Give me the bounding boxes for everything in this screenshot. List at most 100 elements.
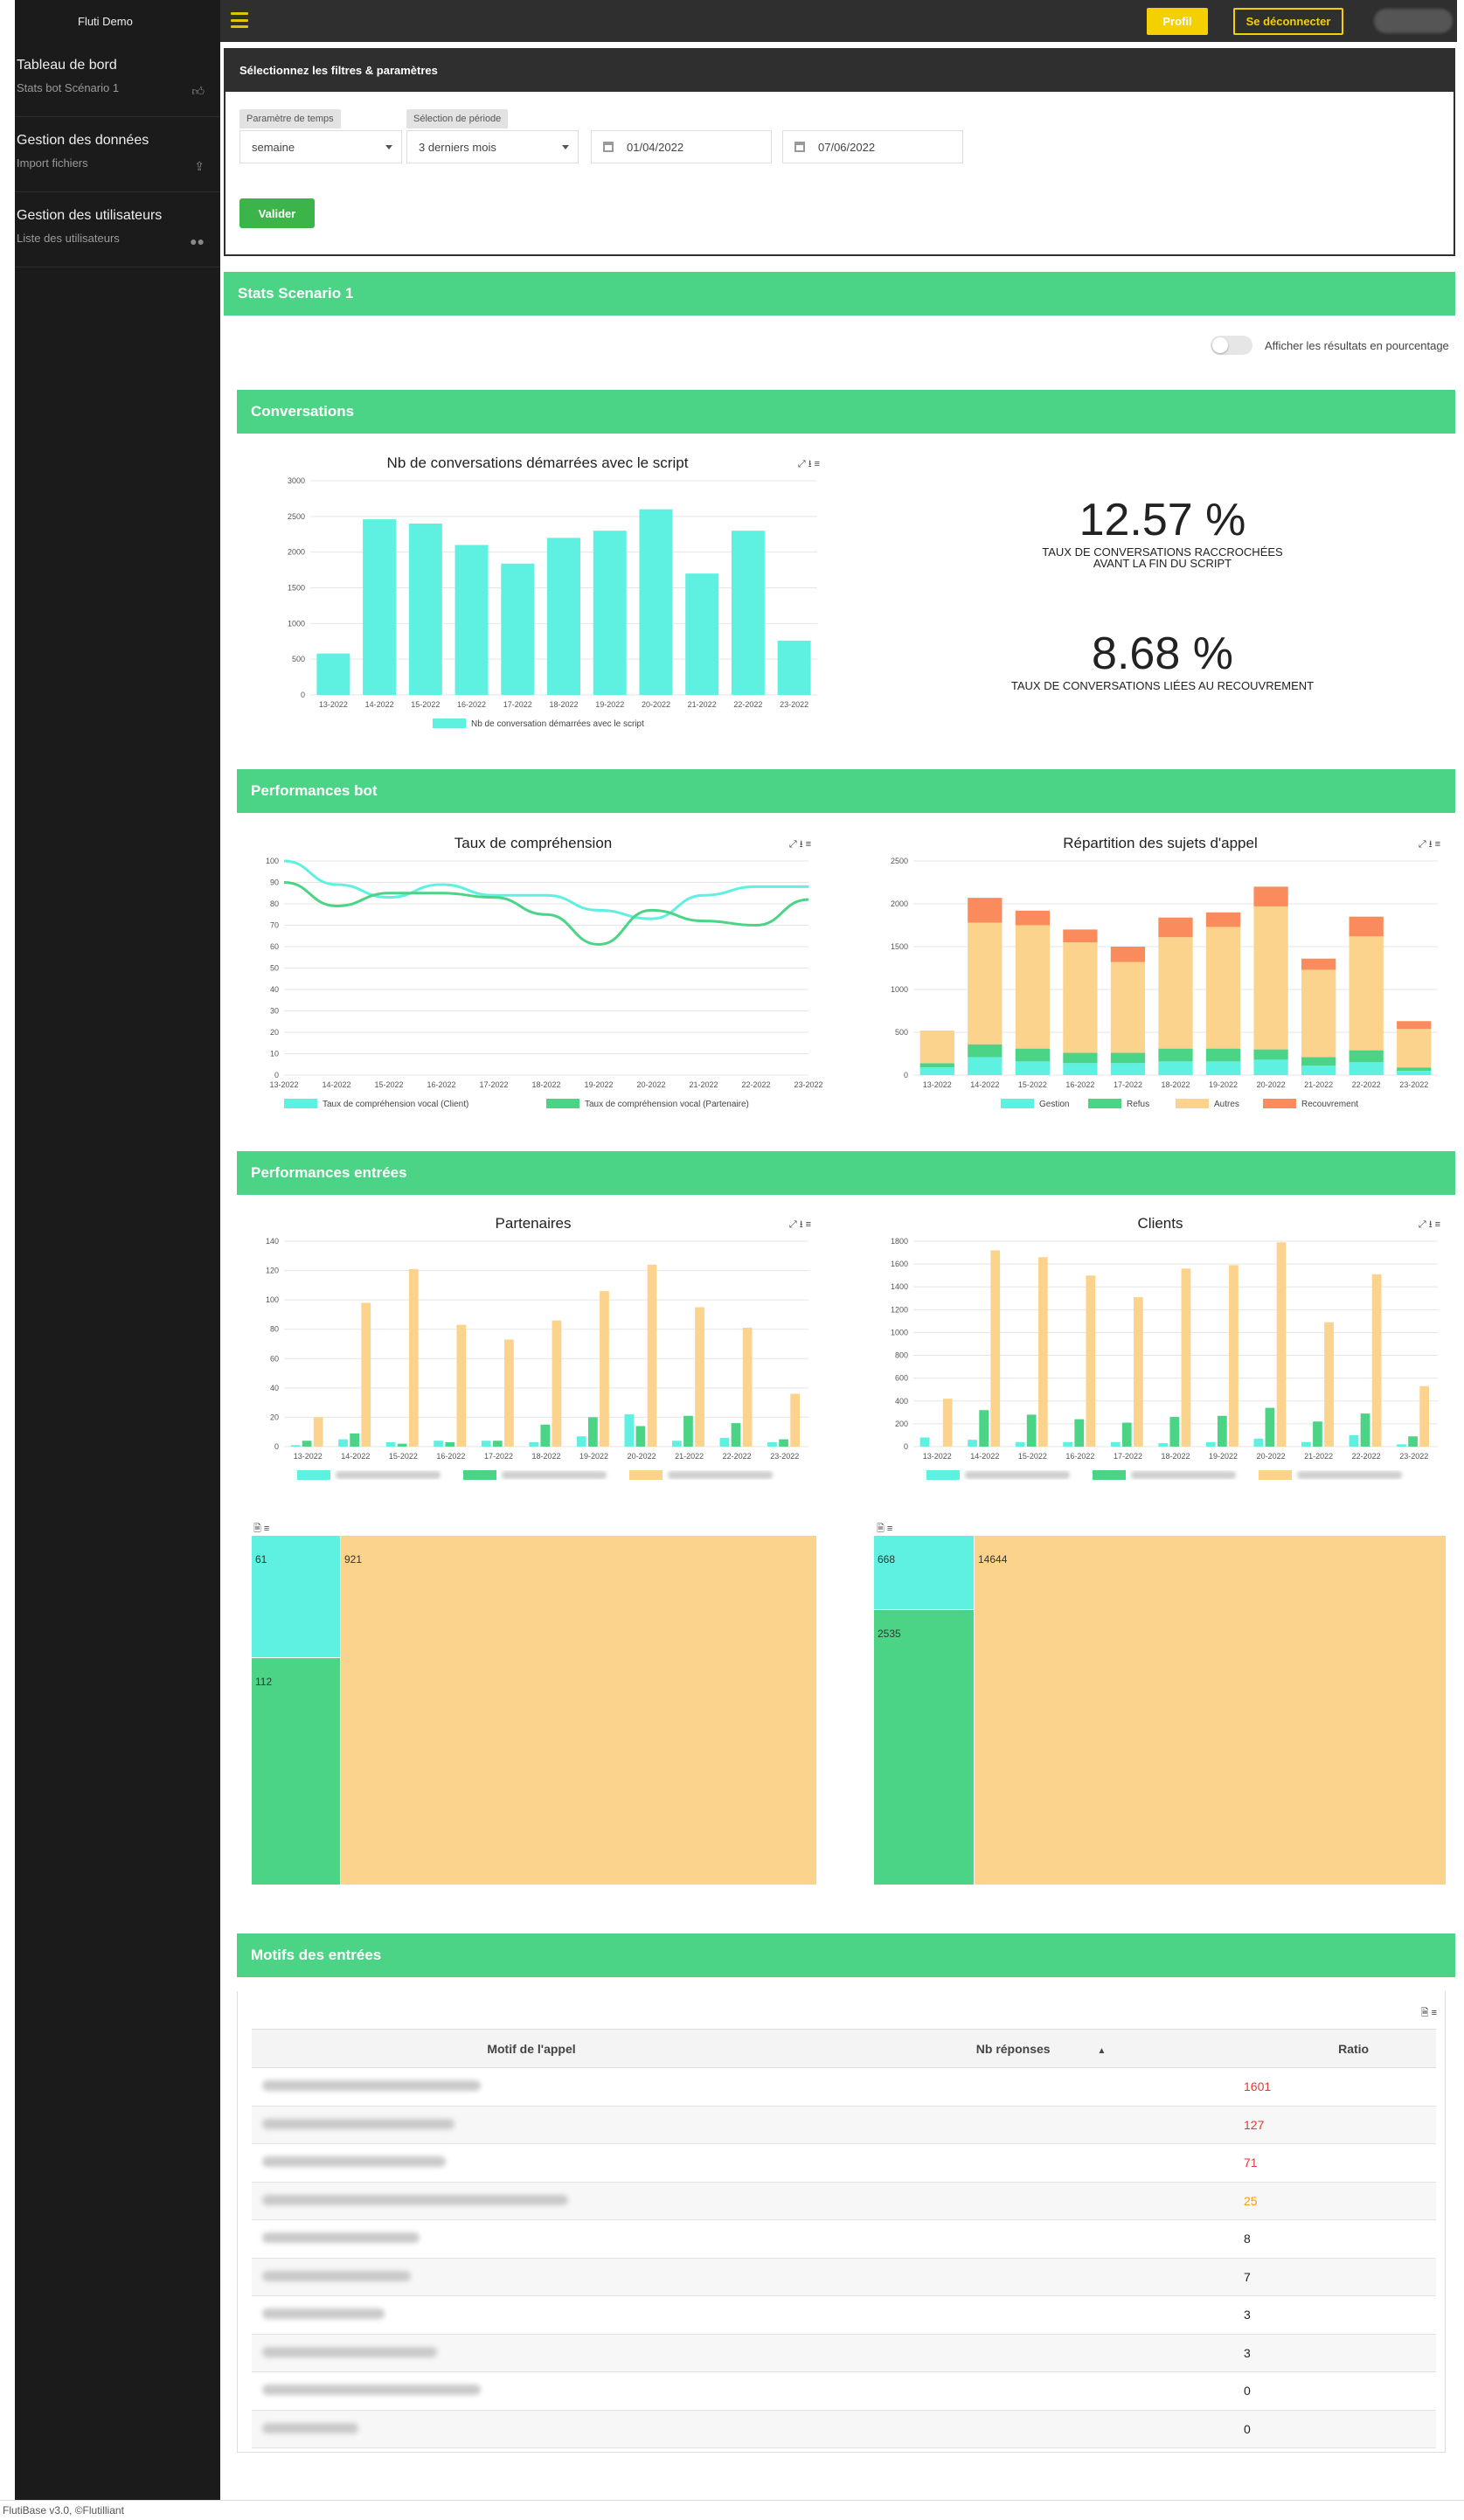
ratio-cell (1271, 2219, 1436, 2259)
bar (492, 1440, 503, 1447)
treemap-cell[interactable]: 921 (341, 1536, 817, 1885)
date-end-field[interactable]: 07/06/2022 (782, 130, 963, 163)
bar (1301, 958, 1336, 970)
thumbs-up-icon: 👍︎ (191, 84, 205, 98)
section-conversations: Conversations (237, 390, 1455, 434)
y-tick-label: 1500 (288, 584, 305, 593)
y-tick-label: 200 (895, 1420, 908, 1428)
bar (588, 1417, 598, 1447)
redacted-legend-label (668, 1471, 773, 1479)
column-header-motif[interactable]: Motif de l'appel (252, 2029, 811, 2068)
bar (767, 1441, 777, 1447)
chart-plot: 0 20 40 60 80 100 120 140 13-2022 14-2022 15-2022 1… (266, 1237, 808, 1480)
bar (742, 1328, 753, 1447)
date-start-field[interactable]: 01/04/2022 (591, 130, 772, 163)
legend-swatch (284, 1099, 317, 1108)
upload-icon: ⇪ (194, 159, 205, 173)
user-avatar[interactable] (1374, 9, 1453, 33)
y-tick-label: 20 (270, 1413, 279, 1421)
bar (731, 1423, 741, 1447)
date-start-value: 01/04/2022 (627, 141, 684, 154)
app-brand[interactable]: Fluti Demo (15, 0, 220, 42)
treemap-cell[interactable]: 61 (252, 1536, 341, 1658)
bar (790, 1393, 801, 1447)
validate-button[interactable]: Valider (239, 198, 315, 228)
count-cell: 71 (811, 2143, 1272, 2183)
sidebar-group-title[interactable]: Tableau de bord (17, 58, 117, 73)
motifs-table: Motif de l'appel Nb réponses ▲ Ratio 160… (252, 2029, 1436, 2448)
page-title: Stats Scenario 1 (224, 272, 1455, 316)
table-tools[interactable]: 🗎≡ (1420, 2008, 1440, 2018)
redacted-legend-label (336, 1471, 441, 1479)
conversations-chart: Nb de conversations démarrées avec le sc… (249, 455, 826, 743)
legend-label: Gestion (1039, 1100, 1069, 1109)
logout-button[interactable]: Se déconnecter (1233, 8, 1343, 35)
percent-toggle[interactable] (1211, 336, 1252, 355)
period-label: Sélection de période (406, 109, 509, 128)
x-tick-label: 22-2022 (1352, 1452, 1381, 1461)
table-row: 71 (252, 2143, 1436, 2183)
bar (504, 1339, 514, 1447)
table-row: 7 (252, 2258, 1436, 2296)
bar (547, 538, 580, 695)
bar (1205, 912, 1241, 927)
bar (1158, 937, 1193, 1049)
treemap-cell[interactable]: 112 (252, 1658, 341, 1885)
bar (1134, 1296, 1143, 1447)
y-tick-label: 1000 (891, 985, 908, 994)
bar (397, 1443, 407, 1447)
sidebar-item-stats-bot[interactable]: Stats bot Scénario 1 (17, 81, 120, 94)
treemap-tools[interactable]: 🗎≡ (253, 1524, 273, 1534)
partners-chart: Partenaires ⤢⭳≡ 0 20 40 60 80 100 120 140 13-2022 1… (249, 1215, 817, 1495)
bar (1026, 1414, 1037, 1447)
y-tick-label: 500 (292, 655, 305, 663)
ratio-cell (1271, 2067, 1436, 2107)
x-tick-label: 20-2022 (628, 1452, 656, 1461)
sidebar-group-dashboard: Tableau de bord Stats bot Scénario 1 👍︎ (15, 42, 220, 117)
x-tick-label: 20-2022 (642, 700, 670, 709)
treemap-cell[interactable]: 2535 (874, 1610, 975, 1885)
sort-asc-icon: ▲ (1097, 2045, 1107, 2056)
chevron-down-icon (385, 145, 392, 149)
treemap-cell[interactable]: 14644 (975, 1536, 1447, 1885)
motif-cell (252, 2410, 811, 2448)
x-tick-label: 14-2022 (341, 1452, 370, 1461)
bar (968, 898, 1003, 923)
bar (1349, 936, 1384, 1051)
chart-tools[interactable]: ⤢⭳≡ (1418, 1219, 1443, 1230)
bar (968, 1440, 977, 1447)
chart-tools[interactable]: ⤢⭳≡ (797, 459, 822, 469)
profile-button[interactable]: Profil (1147, 8, 1208, 35)
x-tick-label: 16-2022 (427, 1080, 455, 1089)
menu-toggle-icon[interactable] (231, 12, 248, 28)
chart-tools[interactable]: ⤢⭳≡ (788, 1219, 814, 1230)
column-header-ratio[interactable]: Ratio (1271, 2029, 1436, 2068)
bar (1205, 1441, 1216, 1447)
sidebar-item-import[interactable]: Import fichiers (17, 156, 88, 170)
bar (942, 1399, 953, 1447)
x-tick-label: 13-2022 (269, 1080, 298, 1089)
bar (719, 1437, 730, 1447)
bar (385, 1441, 396, 1447)
treemap-tools[interactable]: 🗎≡ (877, 1524, 896, 1534)
legend-label: Nb de conversation démarrées avec le scr… (471, 719, 644, 729)
bar (1229, 1265, 1239, 1447)
sidebar-group-title[interactable]: Gestion des utilisateurs (17, 208, 163, 223)
bar (1181, 1268, 1191, 1447)
legend-swatch (546, 1099, 579, 1108)
kpi-label: TAUX DE CONVERSATIONS LIÉES AU RECOUVREM… (1010, 679, 1315, 692)
bar (919, 1063, 954, 1068)
treemap-cell[interactable]: 668 (874, 1536, 975, 1610)
bar (1265, 1407, 1275, 1447)
sidebar-item-users-list[interactable]: Liste des utilisateurs (17, 232, 120, 245)
x-tick-label: 17-2022 (479, 1080, 508, 1089)
column-header-count[interactable]: Nb réponses ▲ (811, 2029, 1272, 2068)
bar (1397, 1067, 1432, 1072)
period-select[interactable]: 3 derniers mois (406, 130, 579, 163)
chart-tools[interactable]: ⤢⭳≡ (1418, 839, 1443, 850)
chart-tools[interactable]: ⤢⭳≡ (788, 839, 814, 850)
sidebar-group-title[interactable]: Gestion des données (17, 133, 149, 148)
bar (1037, 1257, 1048, 1447)
x-tick-label: 14-2022 (365, 700, 394, 709)
time-param-select[interactable]: semaine (239, 130, 402, 163)
